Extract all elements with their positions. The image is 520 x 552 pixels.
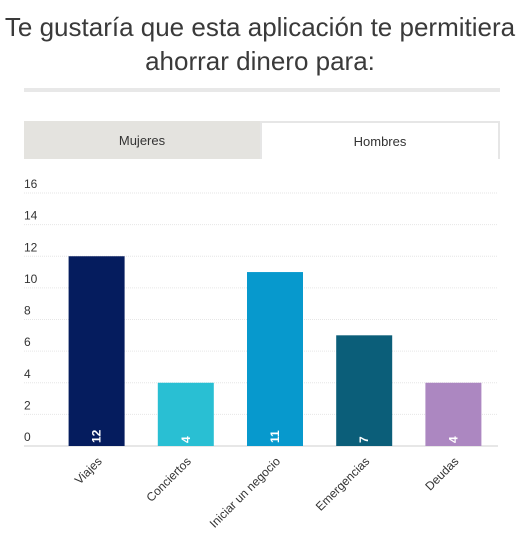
bar bbox=[157, 382, 214, 446]
x-tick-label: Conciertos bbox=[143, 454, 193, 504]
bar bbox=[425, 382, 482, 446]
bar bbox=[336, 335, 393, 446]
x-tick-label: Emergencias bbox=[313, 454, 372, 513]
tab-hombres[interactable]: Hombres bbox=[260, 121, 500, 159]
y-tick-label: 14 bbox=[24, 209, 38, 223]
y-tick-label: 10 bbox=[24, 272, 38, 286]
segment-tabs: Mujeres Hombres bbox=[24, 121, 500, 159]
y-tick-label: 6 bbox=[24, 335, 31, 349]
tab-mujeres[interactable]: Mujeres bbox=[118, 132, 166, 148]
data-label: 7 bbox=[357, 436, 371, 443]
bar-chart: 0 2 4 6 8 10 12 14 16 12 Viajes 4 Conciertos 11 Inicia… bbox=[24, 177, 498, 531]
y-tick-label: 12 bbox=[24, 240, 38, 254]
x-tick-label: Deudas bbox=[422, 454, 461, 493]
data-label: 12 bbox=[90, 429, 104, 443]
page-title: Te gustaría que esta aplicación te permi… bbox=[4, 12, 516, 76]
data-label: 4 bbox=[179, 436, 193, 443]
bar bbox=[68, 256, 125, 446]
x-tick-label: Iniciar un negocio bbox=[207, 454, 284, 531]
data-label: 4 bbox=[446, 436, 460, 443]
bar bbox=[247, 272, 303, 446]
x-tick-label: Viajes bbox=[72, 454, 105, 487]
title-divider bbox=[24, 88, 500, 92]
data-label: 11 bbox=[268, 430, 282, 443]
y-tick-label: 16 bbox=[24, 177, 38, 191]
y-tick-label: 2 bbox=[24, 398, 31, 412]
y-tick-label: 8 bbox=[24, 304, 31, 318]
y-tick-label: 4 bbox=[24, 367, 31, 381]
y-tick-label: 0 bbox=[24, 430, 31, 444]
